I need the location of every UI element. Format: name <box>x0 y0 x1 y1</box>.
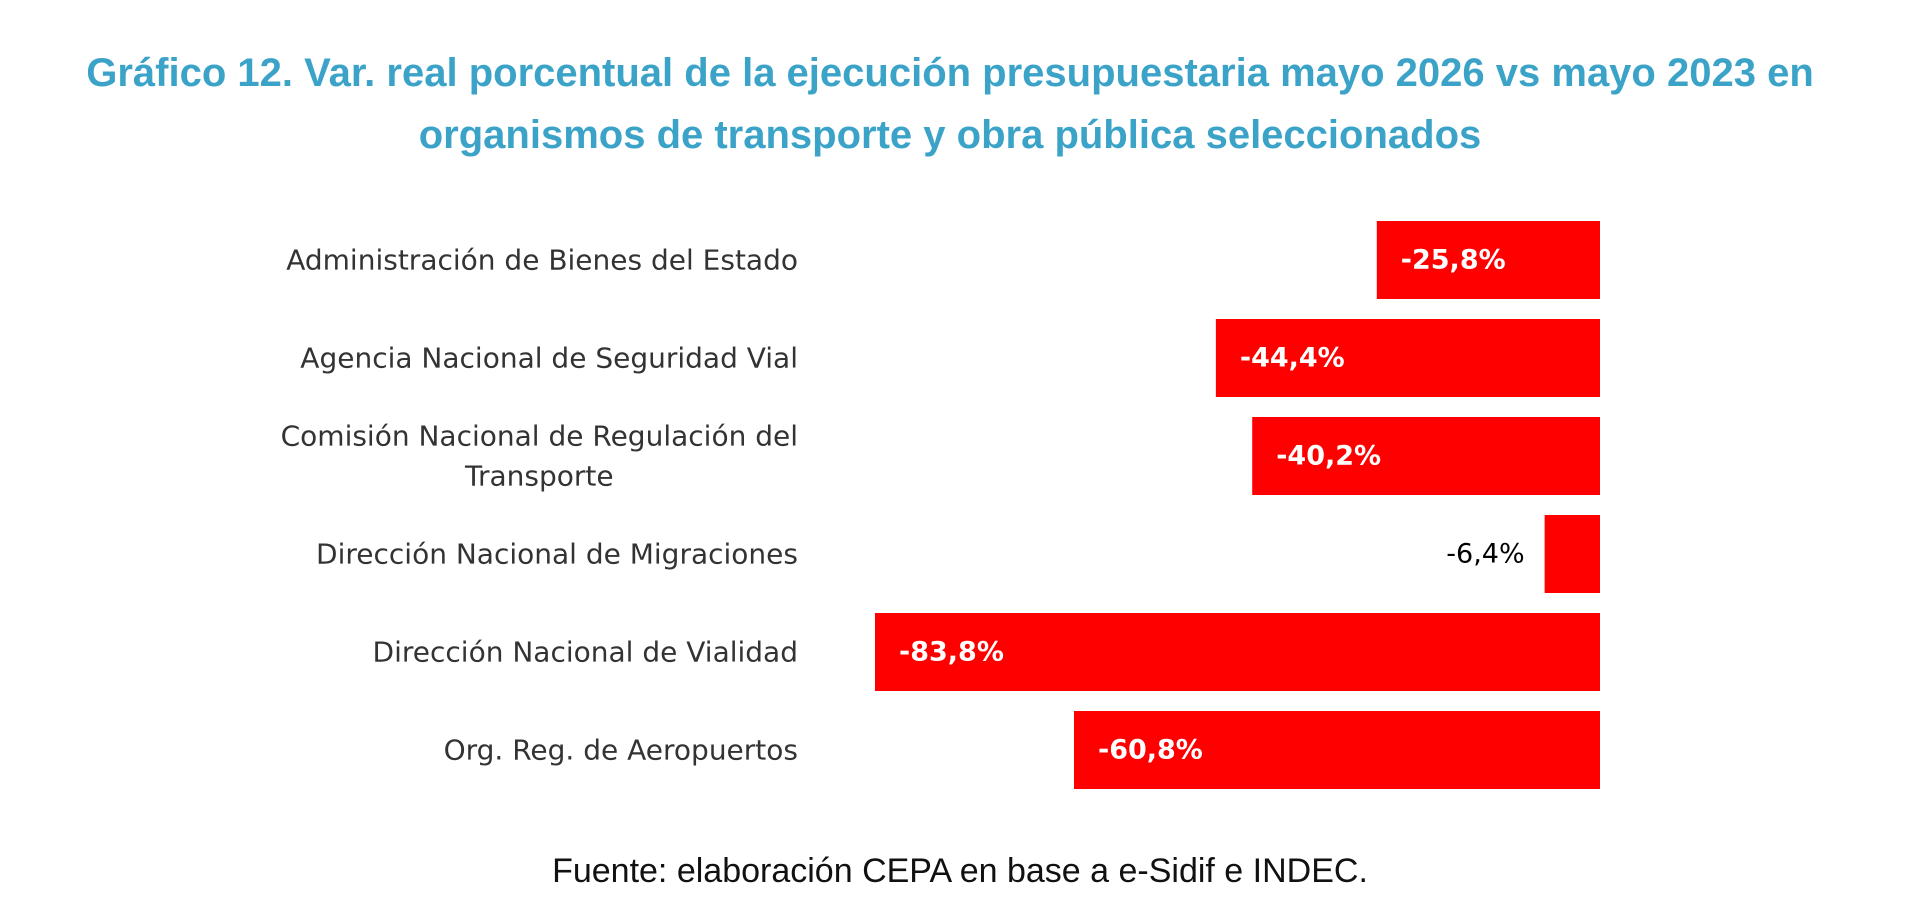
data-label: -60,8% <box>1098 735 1203 766</box>
bar-0 <box>1376 221 1600 299</box>
data-label: -40,2% <box>1276 441 1381 472</box>
bar-5 <box>1073 711 1600 789</box>
bar-2 <box>1252 417 1600 495</box>
category-label: Administración de Bienes del Estado <box>286 244 798 277</box>
source-note: Fuente: elaboración CEPA en base a e-Sid… <box>552 852 1368 890</box>
bar-1 <box>1215 319 1600 397</box>
bar-chart: Administración de Bienes del Estado -25,8… <box>281 221 1600 789</box>
category-label: Agencia Nacional de Seguridad Vial <box>300 342 798 375</box>
data-label: -83,8% <box>899 637 1004 668</box>
data-label: -6,4% <box>1446 539 1524 570</box>
bar-4 <box>875 613 1600 691</box>
category-label: Org. Reg. de Aeropuertos <box>444 734 798 767</box>
category-label: Dirección Nacional de Vialidad <box>373 636 798 669</box>
chart-title: Gráfico 12. Var. real porcentual de la e… <box>86 51 1814 157</box>
data-label: -44,4% <box>1240 343 1345 374</box>
bar-3 <box>1544 515 1600 593</box>
data-label: -25,8% <box>1401 245 1506 276</box>
category-label: Dirección Nacional de Migraciones <box>316 538 798 571</box>
category-label: Comisión Nacional de Regulación del Trans… <box>281 420 798 493</box>
